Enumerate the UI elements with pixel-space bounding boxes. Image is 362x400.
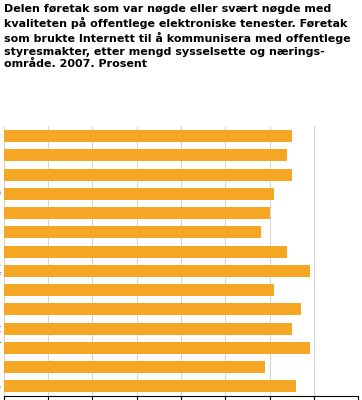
Bar	[4, 265, 310, 277]
Bar	[4, 361, 265, 373]
Bar	[4, 304, 301, 315]
Text: Delen føretak som var nøgde eller svært nøgde med
kvaliteten på offentlege elekt: Delen føretak som var nøgde eller svært …	[4, 4, 350, 69]
Bar	[4, 130, 292, 142]
Bar	[4, 226, 261, 238]
Bar	[4, 207, 270, 219]
Bar	[4, 246, 287, 258]
Bar	[4, 284, 274, 296]
Bar	[4, 169, 292, 180]
Bar	[4, 150, 287, 161]
Bar	[4, 188, 274, 200]
Bar	[4, 323, 292, 334]
Bar	[4, 342, 310, 354]
Bar	[4, 380, 296, 392]
